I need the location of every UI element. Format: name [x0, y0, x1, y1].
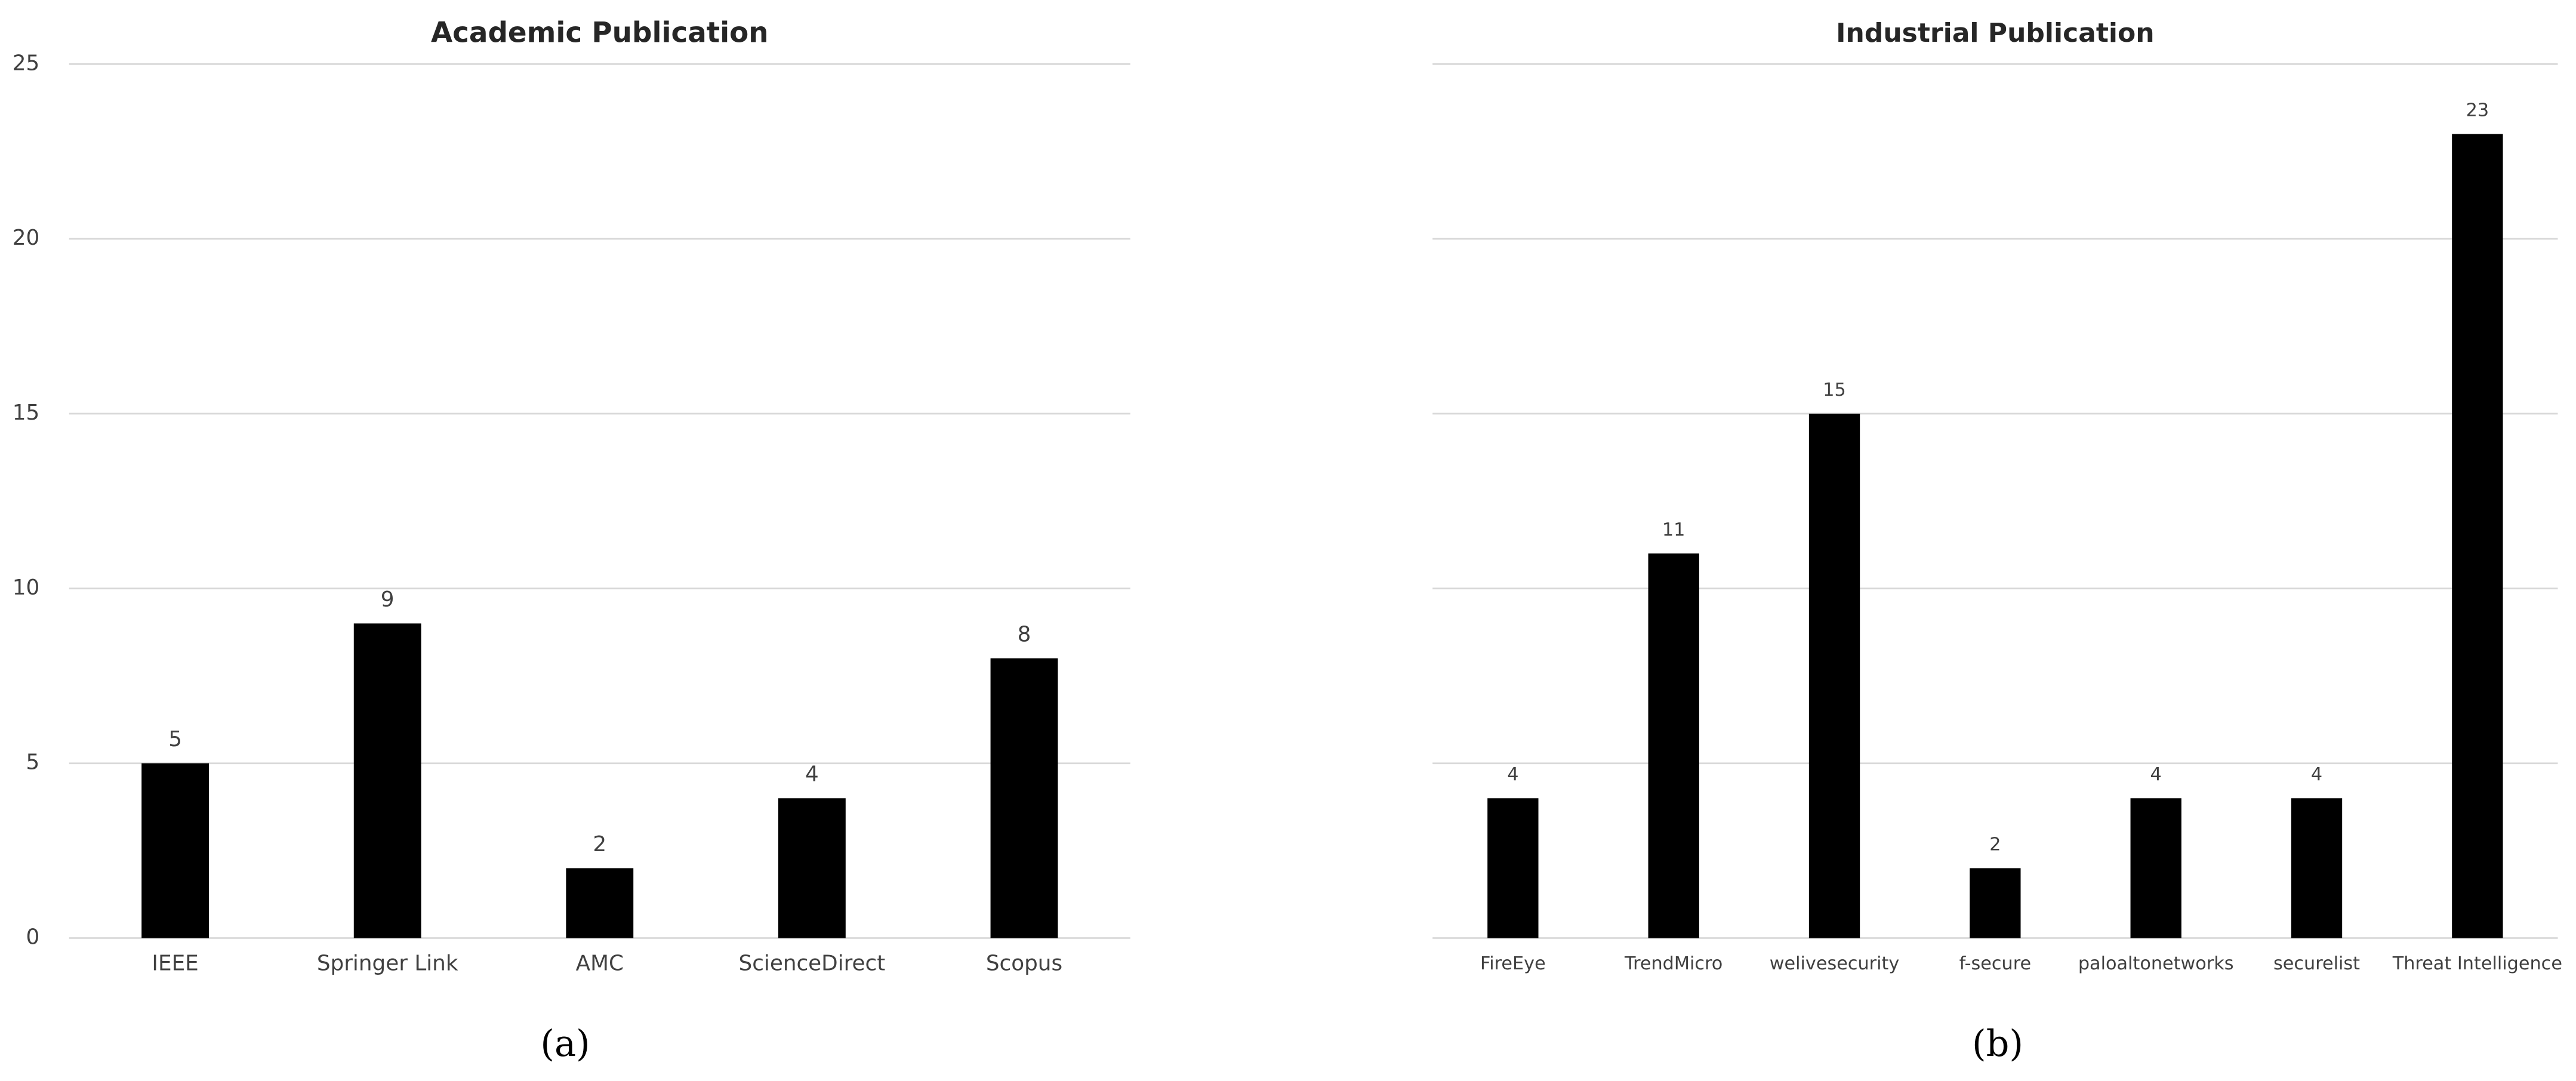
y-tick-label: 15	[13, 401, 40, 425]
data-label: 2	[593, 832, 606, 857]
y-tick-label: 10	[13, 575, 40, 600]
data-label: 11	[1662, 519, 1686, 540]
x-tick-label: TrendMicro	[1624, 953, 1723, 974]
x-tick-label: securelist	[2273, 953, 2360, 974]
data-label: 4	[805, 762, 819, 787]
y-tick-label: 0	[26, 925, 40, 950]
bar	[1808, 414, 1860, 938]
y-tick-label: 25	[13, 51, 40, 75]
data-label: 4	[2311, 764, 2322, 785]
data-label: 4	[1507, 764, 1518, 785]
x-tick-label: ScienceDirect	[739, 951, 886, 976]
x-tick-label: f-secure	[1959, 953, 2032, 974]
bar	[2452, 134, 2503, 938]
bar	[2291, 798, 2343, 938]
data-label: 2	[1989, 834, 2001, 855]
data-label: 5	[168, 727, 182, 752]
bar	[141, 763, 209, 938]
bar	[1487, 798, 1539, 938]
data-label: 15	[1823, 380, 1846, 401]
x-tick-label: AMC	[576, 951, 624, 976]
y-tick-label: 20	[13, 226, 40, 250]
bar	[1648, 553, 1699, 938]
x-tick-label: Springer Link	[317, 951, 458, 976]
caption: (b)	[1972, 1023, 2023, 1065]
bar	[2130, 798, 2181, 938]
x-tick-label: Scopus	[986, 951, 1062, 976]
x-tick-label: welivesecurity	[1770, 953, 1900, 974]
data-label: 8	[1018, 622, 1031, 646]
x-tick-label: Threat Intelligence	[2392, 953, 2562, 974]
data-label: 23	[2466, 100, 2489, 121]
data-label: 9	[381, 587, 395, 612]
x-tick-label: paloaltonetworks	[2078, 953, 2234, 974]
chart-title: Academic Publication	[431, 17, 769, 49]
y-tick-label: 5	[26, 750, 40, 775]
bar	[990, 658, 1058, 938]
data-label: 4	[2150, 764, 2162, 785]
chart-title: Industrial Publication	[1836, 18, 2154, 48]
bar	[778, 798, 846, 938]
bar	[353, 623, 421, 938]
caption: (a)	[540, 1023, 590, 1065]
x-tick-label: IEEE	[152, 951, 198, 976]
x-tick-label: FireEye	[1480, 953, 1546, 974]
bar	[566, 868, 634, 938]
bar	[1970, 868, 2021, 938]
